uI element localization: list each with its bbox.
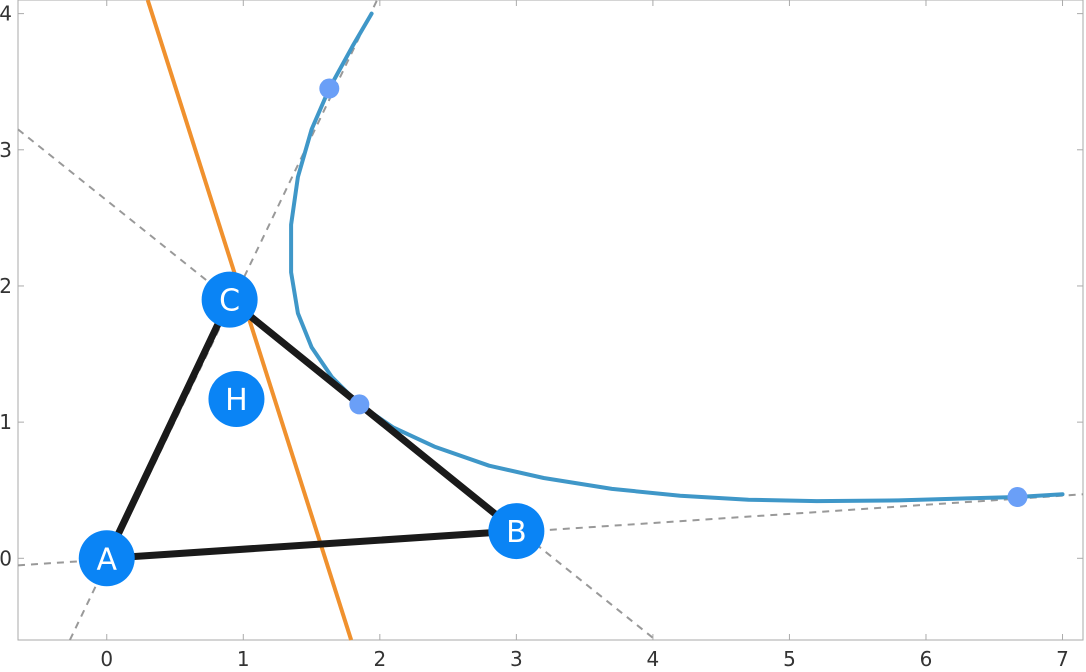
- triangle: [103, 296, 520, 562]
- contact-point-3[interactable]: [1007, 487, 1028, 508]
- x-tick-label: 6: [920, 647, 933, 671]
- labeled-points: A B C H: [78, 271, 545, 587]
- point-b[interactable]: B: [488, 503, 545, 560]
- x-tick-label: 4: [647, 647, 660, 671]
- point-b-marker[interactable]: [488, 503, 545, 560]
- y-tick-label: 0: [0, 546, 12, 570]
- curve-layer: [289, 11, 1065, 504]
- triangle-layer: [103, 296, 520, 562]
- curve: [289, 11, 1065, 504]
- point-b-label: B: [506, 515, 527, 550]
- point-h-label: H: [225, 383, 248, 418]
- plot-frame: [17, 0, 1084, 641]
- point-h-marker[interactable]: [208, 370, 265, 427]
- y-tick-label: 3: [0, 138, 12, 162]
- x-tick-label: 0: [100, 647, 113, 671]
- x-tick-label: 2: [373, 647, 386, 671]
- point-c[interactable]: C: [201, 271, 258, 328]
- point-a-marker[interactable]: [78, 530, 135, 587]
- point-a-label: A: [96, 542, 117, 577]
- contact-points: [319, 78, 1028, 508]
- point-h[interactable]: H: [208, 370, 265, 427]
- point-c-label: C: [219, 284, 240, 319]
- contact-point-2[interactable]: [349, 394, 370, 415]
- x-tick-label: 1: [237, 647, 250, 671]
- y-tick-label: 1: [0, 410, 12, 434]
- point-a[interactable]: A: [78, 530, 135, 587]
- x-tick-label: 3: [510, 647, 523, 671]
- y-tick-label: 4: [0, 2, 12, 26]
- y-tick-label: 2: [0, 274, 12, 298]
- contact-point-1[interactable]: [319, 78, 340, 99]
- point-c-marker[interactable]: [201, 271, 258, 328]
- x-tick-label: 5: [783, 647, 796, 671]
- dashed-line-1: [17, 493, 1084, 567]
- x-tick-label: 7: [1056, 647, 1069, 671]
